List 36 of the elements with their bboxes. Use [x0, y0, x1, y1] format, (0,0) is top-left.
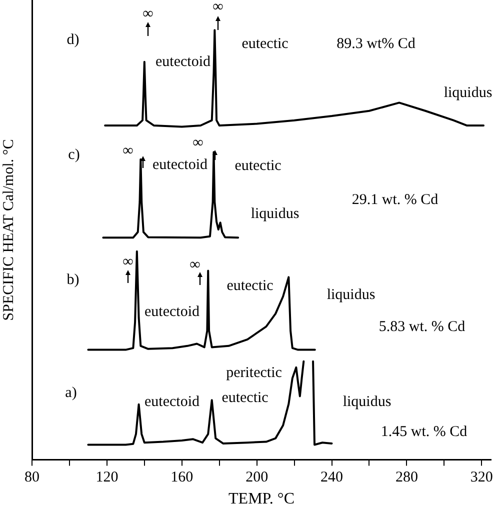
annotation: ∞ — [190, 256, 201, 273]
annotation: ∞ — [122, 254, 134, 270]
annotation: c) — [68, 146, 80, 163]
annotation: eutectic — [242, 36, 289, 52]
x-tick-label: 160 — [170, 470, 194, 486]
annotation: eutectoid — [144, 304, 200, 320]
annotation: a) — [65, 384, 77, 401]
annotation: eutectic — [234, 158, 282, 174]
text: ∞ — [212, 0, 224, 15]
annotation: liquidus — [326, 286, 376, 303]
annotation: eutectoid — [152, 156, 208, 173]
annotation: ∞ — [192, 134, 204, 151]
annotation: liquidus — [342, 394, 392, 410]
x-tick-label: 80 — [24, 470, 40, 486]
annotation: eutectic — [226, 278, 274, 294]
annotation: 29.1 wt. % Cd — [352, 192, 439, 208]
annotation: peritectic — [226, 364, 282, 381]
annotation: ∞ — [122, 142, 134, 159]
x-tick-label: 320 — [470, 470, 493, 486]
y-axis-title: SPECIFIC HEAT Cal/mol. °C — [0, 139, 17, 321]
annotation: d) — [66, 32, 80, 48]
x-tick-label: 200 — [246, 470, 268, 486]
x-tick-label: 240 — [320, 470, 344, 486]
x-axis-title: TEMP. °C — [228, 490, 294, 508]
annotation: 89.3 wt% Cd — [336, 36, 416, 52]
annotation: 5.83 wt. % Cd — [378, 318, 466, 335]
annotation: b) — [66, 272, 80, 288]
text: ∞ — [142, 6, 154, 22]
x-tick-label: 120 — [96, 470, 118, 486]
annotation: eutectic — [222, 390, 269, 406]
annotation: eutectoid — [144, 394, 200, 410]
annotation: liquidus — [444, 84, 492, 101]
annotation: liquidus — [250, 206, 300, 222]
annotation: 1.45 wt. % Cd — [380, 424, 468, 440]
annotation: eutectoid — [156, 54, 211, 70]
x-tick-label: 280 — [395, 470, 418, 486]
